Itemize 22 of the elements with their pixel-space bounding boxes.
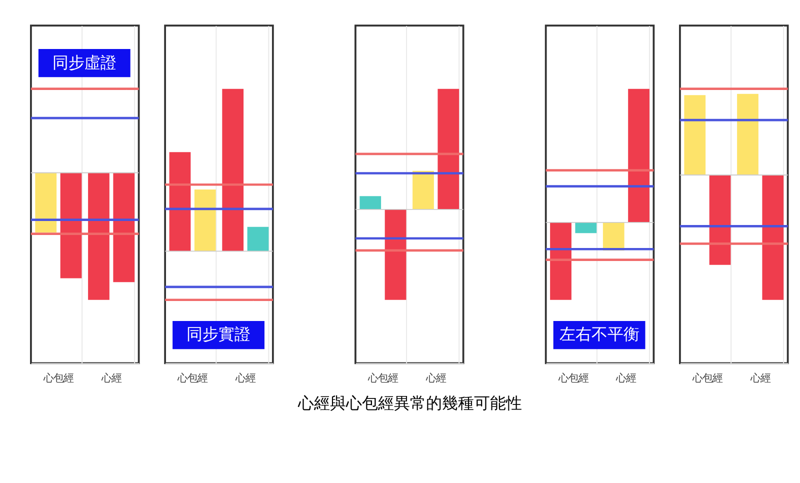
text: 左右不平衡	[559, 324, 640, 344]
x-tick-label: 心經	[234, 372, 256, 384]
bar	[247, 226, 269, 252]
bar	[360, 196, 382, 210]
x-tick-label: 心經	[615, 372, 636, 384]
x-tick-label: 心包經	[691, 372, 722, 384]
x-tick-label: 心包經	[176, 372, 208, 384]
bar	[438, 88, 460, 210]
x-tick-label: 心包經	[366, 372, 398, 384]
x-tick-label: 心經	[424, 372, 446, 384]
bar	[222, 88, 244, 252]
x-tick-label: 心經	[100, 372, 122, 384]
text: 同步虛證	[52, 52, 116, 72]
bar	[169, 152, 191, 252]
bar	[412, 170, 434, 210]
x-tick-label: 心包經	[42, 372, 74, 384]
x-tick-label: 心經	[749, 372, 770, 384]
x-tick-label: 心包經	[557, 372, 588, 384]
bar	[384, 209, 406, 300]
x-axis-title: 心經與心包經異常的幾種可能性	[296, 394, 522, 413]
text: 同步實證	[186, 324, 251, 344]
bar	[194, 189, 216, 252]
